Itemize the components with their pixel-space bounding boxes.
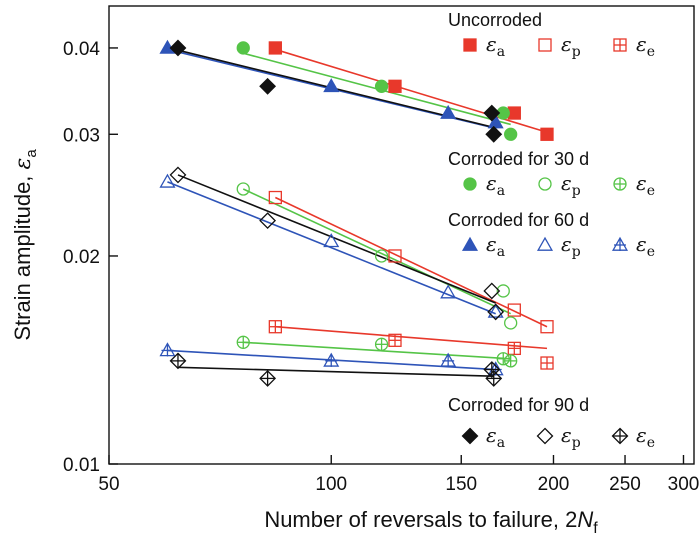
- data-point-circle-e: [374, 337, 389, 351]
- legend-marker-circle-e: [613, 177, 627, 191]
- legend-label: εa: [486, 171, 505, 199]
- fit-line-square-p: [274, 196, 548, 328]
- x-axis: 50 100 150 200 250 300: [98, 455, 699, 495]
- data-point-square-p: [507, 303, 521, 317]
- data-point-triangle-e: [323, 352, 340, 367]
- y-tick-label: 0.03: [63, 125, 100, 146]
- data-point-triangle-a: [440, 104, 457, 119]
- data-markers: [159, 39, 554, 387]
- data-point-circle-p: [236, 182, 250, 196]
- data-point-circle-a: [374, 79, 389, 93]
- data-point-diamond-e: [485, 369, 503, 387]
- data-point-diamond-p: [259, 212, 277, 230]
- data-point-diamond-e: [483, 361, 501, 378]
- legend-marker-circle-a: [463, 177, 477, 191]
- data-point-diamond-e: [259, 369, 277, 387]
- data-point-square-p: [268, 190, 282, 205]
- x-tick-label: 50: [98, 474, 119, 495]
- data-point-diamond-a: [169, 39, 187, 57]
- y-tick-label: 0.01: [63, 455, 100, 476]
- legend-label: εe: [636, 171, 655, 199]
- data-point-circle-e: [496, 352, 510, 366]
- legend-marker-diamond-e: [611, 427, 629, 445]
- data-point-diamond-a: [259, 77, 277, 95]
- legend-label: εe: [636, 423, 655, 451]
- data-point-triangle-p: [487, 303, 504, 318]
- legend-title: Corroded for 60 d: [448, 210, 589, 230]
- legend-label: εa: [486, 423, 505, 451]
- data-point-diamond-e: [169, 352, 187, 370]
- data-point-square-p: [540, 320, 554, 334]
- data-point-square-e: [388, 333, 402, 347]
- fit-line-square-a: [275, 48, 548, 134]
- x-tick-label: 300: [668, 474, 700, 495]
- legend-marker-diamond-a: [461, 427, 479, 445]
- y-axis: 0.01 0.02 0.03 0.04: [63, 39, 118, 476]
- legend-marker-triangle-p: [536, 236, 554, 251]
- data-point-square-a: [388, 79, 402, 93]
- legend-marker-square-e: [613, 38, 627, 52]
- data-point-triangle-p: [323, 233, 340, 248]
- legend-label: εe: [636, 232, 655, 260]
- legend-title: Corroded for 30 d: [448, 149, 589, 169]
- data-point-circle-a: [236, 41, 250, 55]
- fit-line-diamond-p: [177, 174, 496, 304]
- data-point-circle-e: [236, 335, 250, 349]
- legend-label: εp: [561, 423, 581, 451]
- data-point-circle-p: [504, 316, 518, 330]
- data-point-square-e: [540, 356, 554, 370]
- data-point-triangle-e: [159, 342, 176, 357]
- plot-frame: [108, 5, 695, 465]
- data-point-square-a: [268, 41, 282, 55]
- legend-label: εp: [561, 171, 581, 199]
- x-tick-label: 150: [445, 474, 477, 495]
- data-point-circle-e: [504, 354, 518, 368]
- x-tick-label: 200: [538, 474, 570, 495]
- data-point-triangle-p: [440, 284, 457, 299]
- data-point-triangle-a: [487, 114, 504, 129]
- x-tick-label: 250: [609, 474, 641, 495]
- data-point-square-e: [268, 320, 282, 334]
- fit-line-square-e: [275, 325, 548, 350]
- legend-title: Uncorroded: [448, 10, 542, 30]
- fit-line-triangle-p: [167, 181, 496, 315]
- data-point-square-a: [540, 127, 554, 141]
- data-point-triangle-p: [159, 173, 176, 188]
- y-tick-label: 0.04: [63, 39, 100, 60]
- y-tick-label: 0.02: [63, 247, 100, 268]
- legend-marker-square-a: [463, 38, 477, 52]
- data-point-diamond-p: [483, 282, 501, 300]
- data-point-square-a: [507, 106, 521, 120]
- data-point-diamond-p: [169, 166, 187, 184]
- fit-line-circle-e: [243, 341, 511, 360]
- plot-border: [108, 5, 695, 465]
- data-point-circle-p: [496, 284, 510, 298]
- legend-label: εe: [636, 32, 655, 60]
- x-axis-title: Number of reversals to failure, 2Nf: [264, 507, 598, 537]
- legend-title: Corroded for 90 d: [448, 395, 589, 415]
- legend-label: εa: [486, 32, 505, 60]
- legend-label: εp: [561, 32, 581, 60]
- legend-marker-square-p: [538, 38, 552, 52]
- legend-label: εa: [486, 232, 505, 260]
- legend-marker-diamond-p: [536, 427, 554, 445]
- data-point-diamond-a: [485, 125, 503, 143]
- data-point-square-p: [388, 249, 402, 263]
- data-point-circle-p: [374, 249, 389, 263]
- data-point-circle-a: [504, 127, 518, 141]
- legend-label: εp: [561, 232, 581, 260]
- data-point-triangle-e: [440, 352, 457, 367]
- fit-line-diamond-e: [177, 366, 494, 377]
- data-point-diamond-p: [487, 303, 505, 321]
- data-point-triangle-a: [323, 78, 340, 93]
- x-tick-label: 100: [315, 474, 347, 495]
- legend-marker-triangle-e: [611, 236, 629, 251]
- y-axis-title: Strain amplitude, εa: [10, 149, 40, 341]
- legend-marker-triangle-a: [461, 236, 479, 251]
- legend-marker-circle-p: [538, 177, 552, 191]
- data-point-diamond-a: [483, 104, 501, 122]
- data-point-square-e: [507, 341, 521, 356]
